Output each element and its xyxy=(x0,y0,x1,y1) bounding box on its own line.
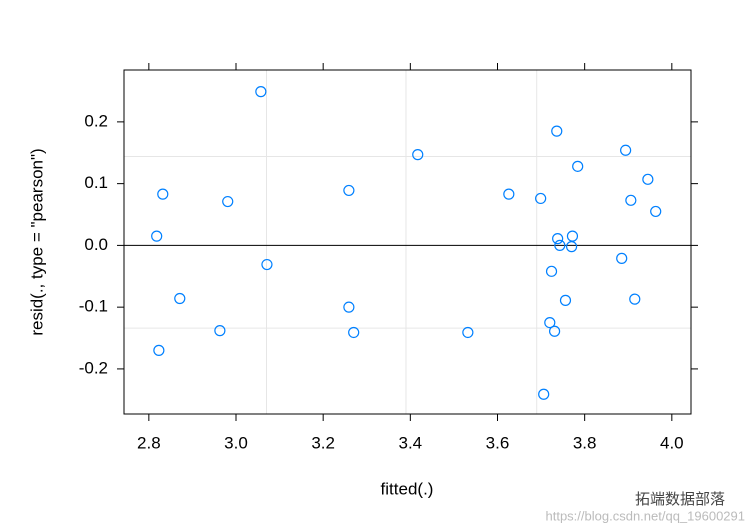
watermark-url: https://blog.csdn.net/qq_19600291 xyxy=(546,508,746,523)
x-tick-label: 3.8 xyxy=(573,433,597,452)
point xyxy=(538,388,550,400)
point xyxy=(255,86,267,98)
point xyxy=(629,293,641,305)
point xyxy=(503,188,515,200)
point xyxy=(412,149,424,161)
point xyxy=(642,173,654,185)
x-tick-label: 3.0 xyxy=(224,433,248,452)
point xyxy=(554,239,566,251)
point xyxy=(222,195,234,208)
point xyxy=(348,326,360,339)
point xyxy=(625,194,637,206)
x-tick-label: 2.8 xyxy=(137,433,161,452)
x-tick-label: 3.4 xyxy=(399,433,423,452)
y-axis-label: resid(., type = "pearson") xyxy=(27,148,46,335)
y-tick-label: -0.1 xyxy=(79,297,108,316)
y-tick-label: 0.0 xyxy=(84,235,108,254)
x-tick-label: 4.0 xyxy=(660,433,684,452)
y-tick-label: -0.2 xyxy=(79,358,108,377)
point xyxy=(157,188,169,200)
point xyxy=(535,192,547,205)
x-tick-label: 3.6 xyxy=(486,433,510,452)
point xyxy=(544,316,556,329)
watermark-brand: 拓端数据部落 xyxy=(635,491,725,508)
point xyxy=(566,230,579,242)
y-tick-label: 0.2 xyxy=(84,111,108,130)
point xyxy=(462,326,474,339)
point xyxy=(650,205,662,218)
y-tick-label: 0.1 xyxy=(84,173,108,192)
point xyxy=(552,233,564,245)
point xyxy=(559,294,572,306)
point xyxy=(572,160,584,172)
point xyxy=(616,252,628,264)
point xyxy=(565,241,578,253)
x-tick-label: 3.2 xyxy=(311,433,335,452)
point xyxy=(620,144,632,156)
point xyxy=(151,230,163,242)
point xyxy=(174,292,186,305)
point xyxy=(343,184,355,197)
point xyxy=(343,301,355,313)
point xyxy=(548,325,561,337)
x-axis-label: fitted(.) xyxy=(381,479,434,498)
point xyxy=(214,325,226,337)
point xyxy=(545,265,558,277)
plot-frame xyxy=(123,69,692,415)
point xyxy=(551,125,563,137)
point xyxy=(153,344,165,356)
point xyxy=(261,258,273,271)
